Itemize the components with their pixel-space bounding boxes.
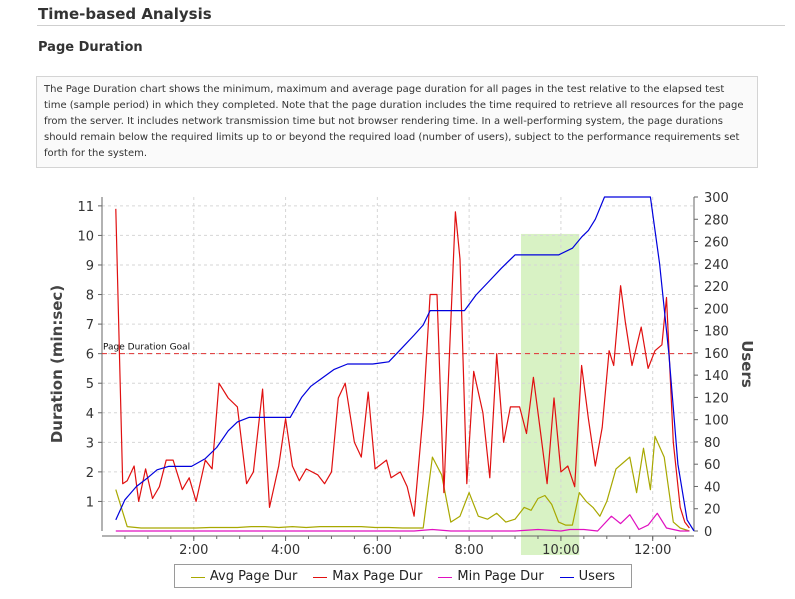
legend-item: Users bbox=[559, 568, 616, 584]
y-tick-label: 8 bbox=[86, 289, 94, 304]
legend-item: Min Page Dur bbox=[438, 568, 544, 584]
y-tick-label: 5 bbox=[86, 377, 94, 392]
plot-area bbox=[102, 197, 694, 531]
y2-tick-label: 140 bbox=[704, 369, 729, 384]
legend-label: Users bbox=[578, 568, 616, 584]
x-tick-label: 10:00 bbox=[542, 543, 579, 558]
section-divider bbox=[37, 25, 785, 26]
y-tick-label: 4 bbox=[86, 407, 94, 422]
y2-tick-label: 160 bbox=[704, 347, 729, 362]
y2-axis-title: Users bbox=[738, 340, 756, 388]
legend-swatch bbox=[190, 576, 205, 578]
y-tick-label: 2 bbox=[86, 466, 94, 481]
chart-legend: Avg Page Dur Max Page Dur Min Page Dur User… bbox=[174, 564, 632, 588]
x-tick-label: 6:00 bbox=[363, 543, 392, 558]
y-tick-label: 1 bbox=[86, 495, 94, 510]
highlight-band bbox=[520, 233, 580, 555]
chart-description: The Page Duration chart shows the minimu… bbox=[36, 76, 758, 168]
series-line-avg-page-dur bbox=[115, 435, 690, 532]
y-tick-label: 7 bbox=[86, 318, 94, 333]
x-tick-label: 4:00 bbox=[271, 543, 300, 558]
legend-label: Avg Page Dur bbox=[209, 568, 298, 584]
y-tick-label: 11 bbox=[77, 200, 94, 215]
y2-tick-label: 0 bbox=[704, 525, 712, 540]
y2-tick-label: 240 bbox=[704, 258, 729, 273]
goal-label: Page Duration Goal bbox=[103, 343, 190, 353]
y2-tick-label: 200 bbox=[704, 302, 729, 317]
y2-tick-label: 220 bbox=[704, 280, 729, 295]
x-tick-label: 8:00 bbox=[455, 543, 484, 558]
subsection-title: Page Duration bbox=[38, 40, 143, 55]
y-tick-label: 3 bbox=[86, 436, 94, 451]
legend-swatch bbox=[438, 576, 453, 578]
x-tick-label: 2:00 bbox=[179, 543, 208, 558]
legend-label: Min Page Dur bbox=[457, 568, 544, 584]
y-tick-label: 6 bbox=[86, 348, 94, 363]
y2-tick-label: 300 bbox=[704, 191, 729, 206]
y2-tick-label: 180 bbox=[704, 325, 729, 340]
x-tick-label: 12:00 bbox=[634, 543, 671, 558]
legend-item: Avg Page Dur bbox=[190, 568, 298, 584]
legend-label: Max Page Dur bbox=[332, 568, 423, 584]
y-tick-label: 9 bbox=[86, 259, 94, 274]
y2-tick-label: 60 bbox=[704, 458, 721, 473]
y2-tick-label: 20 bbox=[704, 503, 721, 518]
series-line-users bbox=[115, 196, 695, 532]
legend-swatch bbox=[559, 576, 574, 578]
legend-item: Max Page Dur bbox=[313, 569, 422, 584]
y2-tick-label: 40 bbox=[704, 480, 721, 495]
y2-tick-label: 100 bbox=[704, 414, 729, 429]
legend-swatch bbox=[313, 576, 328, 578]
y-tick-label: 10 bbox=[77, 229, 94, 244]
y2-tick-label: 260 bbox=[704, 236, 729, 251]
y2-tick-label: 280 bbox=[704, 213, 729, 228]
y-axis-title: Duration (min:sec) bbox=[48, 285, 66, 443]
y2-tick-label: 80 bbox=[704, 436, 721, 451]
section-title: Time-based Analysis bbox=[38, 5, 212, 23]
series-line-min-page-dur bbox=[115, 512, 690, 532]
series-line-max-page-dur bbox=[115, 208, 690, 529]
y2-tick-label: 120 bbox=[704, 391, 729, 406]
